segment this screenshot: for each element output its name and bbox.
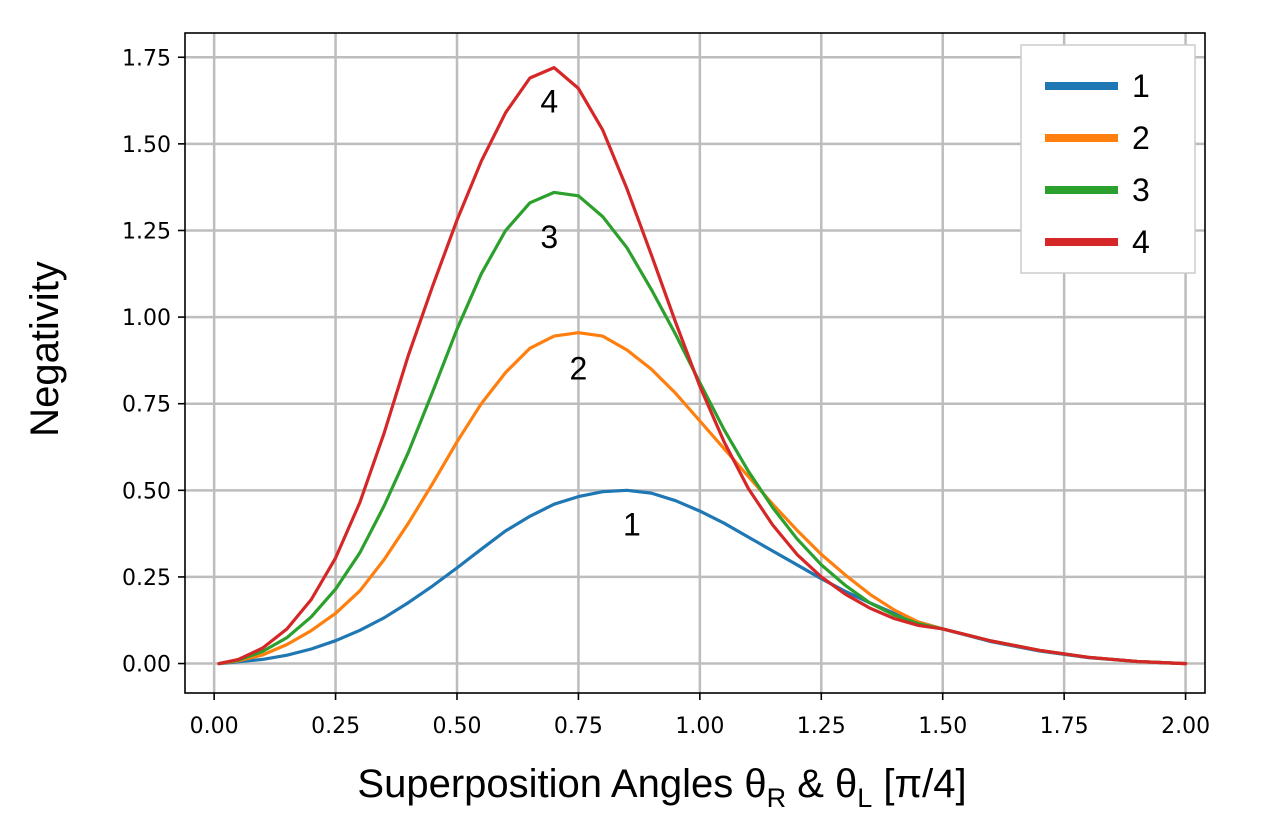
- x-axis-label-sub-l: L: [857, 783, 872, 813]
- y-tick-label: 0.25: [122, 566, 171, 591]
- plot-frame: [184, 32, 1206, 694]
- x-tick-label: 0.00: [190, 714, 239, 739]
- y-tick-label: 0.50: [122, 479, 171, 504]
- y-tick-label: 0.00: [122, 653, 171, 678]
- curve-label-3: 3: [540, 219, 558, 255]
- x-axis-ticks: 0.00 0.25 0.50 0.75 1.00 1.25 1.50 1.75 2.00: [190, 693, 1210, 739]
- legend-label-1: 1: [1132, 68, 1150, 104]
- legend-label-4: 4: [1132, 224, 1150, 260]
- y-tick-label: 1.50: [122, 133, 171, 158]
- y-tick-label: 1.00: [122, 306, 171, 331]
- x-axis-label-sub-r: R: [767, 783, 787, 813]
- legend-label-3: 3: [1132, 172, 1150, 208]
- y-axis-label: Negativity: [23, 261, 67, 437]
- x-tick-label: 1.75: [1040, 714, 1089, 739]
- x-axis-label: Superposition Angles θR & θL [π/4]: [357, 762, 966, 813]
- curve-label-2: 2: [570, 350, 588, 386]
- curve-label-1: 1: [623, 506, 641, 542]
- x-tick-label: 1.00: [675, 714, 724, 739]
- y-tick-label: 1.75: [122, 46, 171, 71]
- x-tick-label: 0.25: [311, 714, 360, 739]
- x-axis-label-end: [π/4]: [872, 762, 966, 806]
- x-axis-label-main: Superposition Angles θ: [357, 762, 766, 806]
- grid: [185, 33, 1205, 693]
- x-axis-label-mid: & θ: [786, 762, 857, 806]
- x-tick-label: 0.50: [433, 714, 482, 739]
- legend-items: 1 2 3 4: [1045, 68, 1150, 260]
- x-tick-label: 2.00: [1161, 714, 1210, 739]
- x-tick-label: 1.50: [918, 714, 967, 739]
- series-line-4: [217, 65, 1188, 666]
- curve-annotations: 1 2 3 4: [540, 84, 640, 543]
- series-line-2: [217, 331, 1188, 666]
- series-lines: [217, 65, 1188, 666]
- y-axis-ticks: 0.00 0.25 0.50 0.75 1.00 1.25 1.50 1.75: [122, 46, 185, 678]
- y-tick-label: 1.25: [122, 219, 171, 244]
- curve-label-4: 4: [540, 84, 558, 120]
- y-tick-label: 0.75: [122, 393, 171, 418]
- x-tick-label: 1.25: [797, 714, 846, 739]
- legend: 1 2 3 4: [1020, 44, 1196, 274]
- legend-label-2: 2: [1132, 120, 1150, 156]
- x-tick-label: 0.75: [554, 714, 603, 739]
